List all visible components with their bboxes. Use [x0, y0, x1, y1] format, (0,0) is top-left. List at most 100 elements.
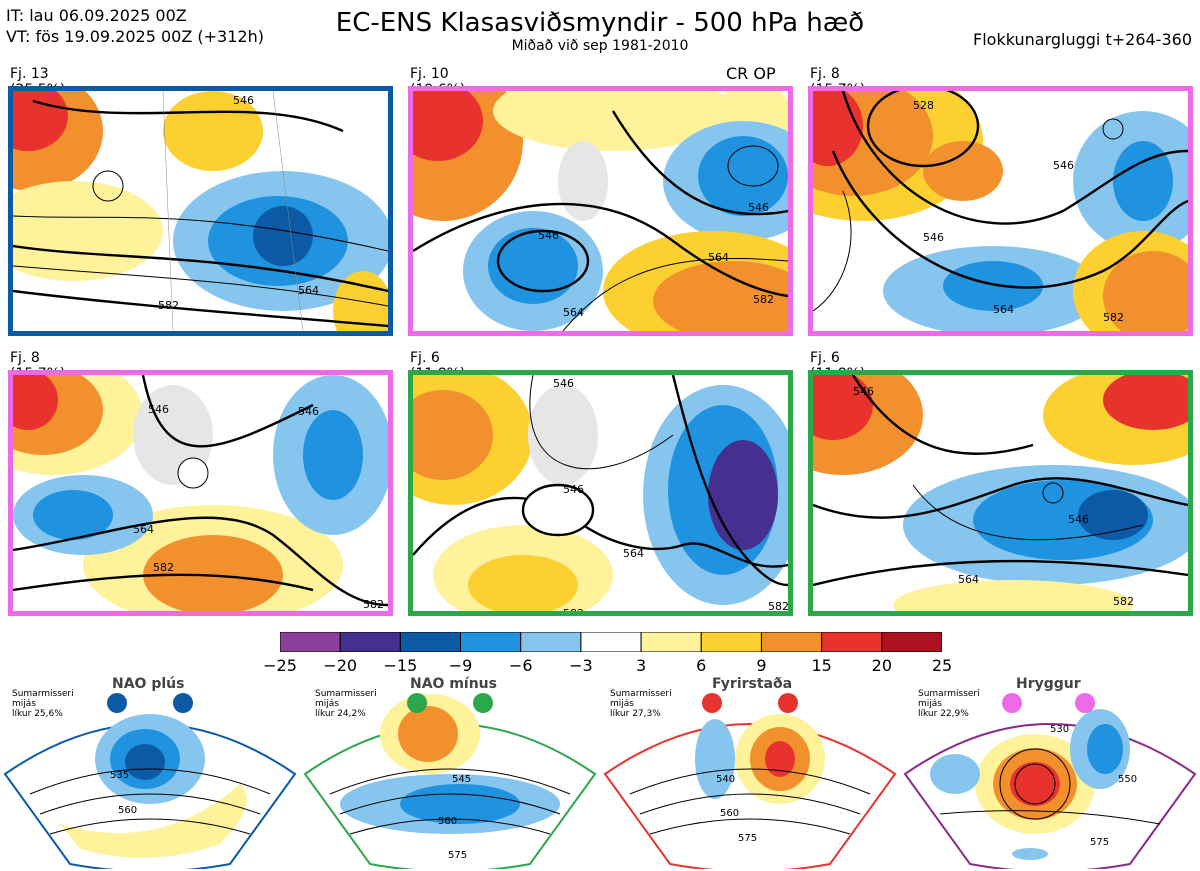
colorbar-segment [460, 632, 522, 652]
colorbar-tick: −25 [263, 656, 297, 675]
page-subtitle: Miðað við sep 1981-2010 [511, 38, 689, 54]
regime-info: Sumarmisseri mijás líkur 22,9% [918, 689, 980, 719]
regime-marker [702, 693, 722, 713]
panel-map[interactable]: 528 546 546 564 582 [808, 86, 1193, 336]
regime-probability: líkur 25,6% [12, 709, 63, 719]
regime-nao-minus[interactable]: Sumarmisseri mijás líkur 24,2% NAO mínus… [300, 674, 600, 869]
regime-probability: líkur 22,9% [918, 709, 969, 719]
contour-label: 582 [1103, 311, 1124, 324]
contour-label: 530 [1050, 724, 1069, 735]
regime-season: Sumarmisseri [918, 689, 980, 699]
regime-ref: mijás [610, 699, 634, 709]
panel-map[interactable]: 546 546 564 582 582 [8, 370, 393, 616]
contour-label: 550 [1118, 774, 1137, 785]
classification-window: Flokkunargluggi t+264-360 [973, 30, 1192, 49]
regime-season: Sumarmisseri [610, 689, 672, 699]
contour-label: 575 [738, 833, 757, 844]
panel-map[interactable]: 546 546 564 564 582 [408, 86, 793, 336]
regime-info: Sumarmisseri mijás líkur 25,6% [12, 689, 74, 719]
regime-name: NAO mínus [410, 676, 497, 692]
regime-name: Fyrirstaða [712, 676, 793, 692]
regime-ridge[interactable]: Sumarmisseri mijás líkur 22,9% Hryggur 5… [900, 674, 1200, 869]
contour-label: 564 [133, 523, 154, 536]
regime-ref: mijás [315, 699, 339, 709]
regime-info: Sumarmisseri mijás líkur 27,3% [610, 689, 672, 719]
colorbar-segment [339, 632, 401, 652]
contour-label: 546 [748, 201, 769, 214]
contour-label: 564 [298, 284, 319, 297]
anomaly-map: 546 546 564 582 [813, 375, 1188, 611]
panel-map[interactable]: 546 564 582 [8, 86, 393, 336]
contour-label: 575 [448, 850, 467, 861]
contour-label: 564 [623, 547, 644, 560]
colorbar-segment [700, 632, 762, 652]
colorbar-tick: 20 [871, 656, 892, 675]
init-time: IT: lau 06.09.2025 00Z [6, 6, 187, 25]
regime-map: 545 560 575 [303, 693, 597, 869]
colorbar-segment [640, 632, 702, 652]
header-info: IT: lau 06.09.2025 00Z VT: fös 19.09.202… [6, 5, 264, 47]
cr-op-label: CR OP [726, 64, 776, 83]
colorbar-segment [881, 632, 942, 652]
contour-label: 560 [438, 816, 457, 827]
regime-season: Sumarmisseri [315, 689, 377, 699]
colorbar-tick: 3 [635, 656, 647, 675]
colorbar-tick: 6 [696, 656, 707, 675]
colorbar-tick: 15 [811, 656, 832, 675]
contour-label: 575 [1090, 837, 1109, 848]
colorbar-tick: −20 [323, 656, 358, 675]
regime-blocking[interactable]: Sumarmisseri mijás líkur 27,3% Fyrirstað… [600, 674, 900, 869]
regime-name: NAO plús [112, 676, 185, 692]
regime-map: 535 560 [3, 693, 297, 869]
contour-label: 546 [1053, 159, 1074, 172]
contour-label: 546 [923, 231, 944, 244]
panel-map[interactable]: 546 546 564 582 [808, 370, 1193, 616]
contour-label: 582 [158, 299, 179, 312]
regime-name: Hryggur [1016, 676, 1081, 692]
regime-marker [778, 693, 798, 713]
contour-label: 545 [452, 774, 471, 785]
panel-map[interactable]: 546 546 564 582 582 [408, 370, 793, 616]
regime-marker [1002, 693, 1022, 713]
regime-marker [173, 693, 193, 713]
contour-label: 546 [233, 94, 254, 107]
regime-nao-plus[interactable]: Sumarmisseri mijás líkur 25,6% NAO plús … [0, 674, 300, 869]
contour-label: 546 [853, 385, 874, 398]
anomaly-map: 546 564 582 [13, 91, 388, 331]
regime-ref: mijás [12, 699, 36, 709]
contour-label: 546 [553, 377, 574, 390]
regime-marker [1075, 693, 1095, 713]
contour-label: 582 [768, 600, 788, 611]
colorbar-segment [520, 632, 582, 652]
contour-label: 546 [538, 229, 559, 242]
regime-probability: líkur 24,2% [315, 709, 366, 719]
regime-ref: mijás [918, 699, 942, 709]
regime-info: Sumarmisseri mijás líkur 24,2% [315, 689, 377, 719]
regime-season: Sumarmisseri [12, 689, 74, 699]
contour-label: 564 [993, 303, 1014, 316]
colorbar-segment [760, 632, 823, 652]
colorbar-tick: −6 [508, 656, 533, 675]
regime-map: 540 560 575 [603, 693, 897, 869]
colorbar-tick: 9 [756, 656, 767, 675]
anomaly-map: 546 546 564 582 582 [13, 375, 388, 611]
colorbar-segment [580, 632, 642, 652]
regime-map: 530 550 575 [903, 693, 1197, 869]
contour-label: 582 [1113, 595, 1134, 608]
contour-label: 535 [110, 770, 129, 781]
anomaly-map: 528 546 546 564 582 [813, 91, 1188, 331]
contour-label: 582 [563, 607, 584, 611]
colorbar [280, 632, 942, 652]
contour-label: 564 [708, 251, 729, 264]
contour-label: 560 [118, 805, 137, 816]
regime-marker [407, 693, 427, 713]
contour-label: 582 [363, 598, 384, 611]
colorbar-segment [399, 632, 462, 652]
contour-label: 540 [716, 774, 735, 785]
contour-label: 546 [1068, 513, 1089, 526]
regime-marker [473, 693, 493, 713]
contour-label: 582 [753, 293, 774, 306]
contour-label: 582 [153, 561, 174, 574]
contour-label: 528 [913, 99, 934, 112]
anomaly-map: 546 546 564 564 582 [413, 91, 788, 331]
